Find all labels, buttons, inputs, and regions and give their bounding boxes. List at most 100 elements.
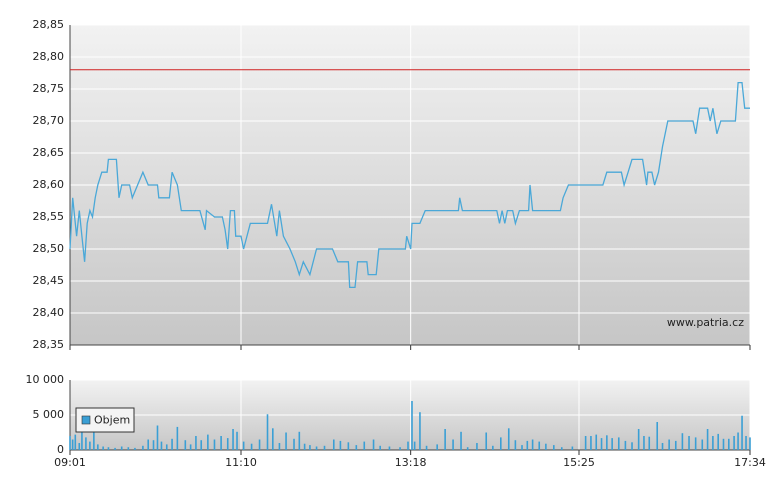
y-tick-label: 28,45 xyxy=(33,274,65,287)
volume-bar xyxy=(81,432,83,450)
volume-bar xyxy=(339,440,342,450)
volume-bar xyxy=(379,445,381,450)
volume-bar xyxy=(466,447,469,450)
volume-bar xyxy=(372,439,375,450)
volume-bar xyxy=(200,440,203,450)
volume-bar xyxy=(643,436,645,450)
volume-bar xyxy=(681,433,684,450)
volume-bar xyxy=(411,401,413,450)
x-tick-label: 17:34 xyxy=(734,456,766,469)
volume-bar xyxy=(156,425,159,450)
volume-bar xyxy=(571,446,574,450)
volume-bar xyxy=(600,438,603,450)
volume-bar xyxy=(97,444,99,450)
volume-bar xyxy=(363,441,366,450)
volume-bar xyxy=(176,426,179,450)
volume-bar xyxy=(637,429,640,450)
volume-bar xyxy=(298,431,301,450)
volume-bar xyxy=(531,439,534,450)
volume-bar xyxy=(694,437,697,450)
volume-bar xyxy=(648,436,651,450)
volume-bar xyxy=(232,429,234,450)
volume-bar xyxy=(69,436,71,450)
volume-bar xyxy=(444,429,446,450)
volume-bar xyxy=(413,441,416,450)
volume-bar xyxy=(184,440,187,450)
volume-bar xyxy=(419,412,421,450)
volume-bar xyxy=(595,434,598,450)
volume-bar xyxy=(526,440,529,450)
volume-bar xyxy=(452,439,454,450)
y-tick-label: 28,65 xyxy=(33,146,65,159)
volume-bar xyxy=(606,435,608,450)
volume-bar xyxy=(226,438,229,450)
volume-bar xyxy=(722,438,725,450)
volume-bar xyxy=(631,442,633,450)
volume-bar xyxy=(521,445,523,450)
price-line xyxy=(69,81,750,289)
volume-bar xyxy=(272,428,274,450)
volume-bar xyxy=(207,434,209,450)
volume-bar xyxy=(661,443,664,450)
volume-bar xyxy=(674,440,677,450)
volume-bar xyxy=(78,443,81,450)
volume-bar xyxy=(507,428,510,450)
volume-bar xyxy=(460,431,462,450)
y-tick-label: 28,85 xyxy=(33,18,65,31)
volume-bar xyxy=(617,437,620,450)
volume-bar xyxy=(220,436,222,450)
volume-bar xyxy=(584,436,587,450)
volume-bar xyxy=(142,445,144,450)
volume-bar xyxy=(71,439,74,450)
volume-bar xyxy=(436,444,438,450)
y-tick-label: 28,50 xyxy=(33,242,65,255)
x-tick-label: 09:01 xyxy=(54,456,86,469)
volume-bar xyxy=(152,440,155,450)
volume-bar xyxy=(656,422,659,450)
volume-bar xyxy=(717,433,719,450)
volume-bar xyxy=(74,434,77,450)
volume-bar xyxy=(134,447,136,450)
volume-bar xyxy=(749,437,751,450)
volume-bar xyxy=(309,445,311,450)
x-tick-label: 15:25 xyxy=(563,456,595,469)
volume-bar xyxy=(388,446,391,450)
x-tick-label: 11:10 xyxy=(225,456,257,469)
y-tick-label: 28,75 xyxy=(33,82,65,95)
volume-bar xyxy=(706,429,709,450)
y-tick-label: 28,60 xyxy=(33,178,65,191)
volume-bar xyxy=(688,436,690,450)
y-tick-label: 28,35 xyxy=(33,338,65,351)
volume-bar xyxy=(89,441,91,450)
volume-bar xyxy=(590,436,592,450)
volume-bar xyxy=(399,447,401,450)
volume-bar xyxy=(425,445,428,450)
volume-bar xyxy=(147,439,150,450)
volume-bar xyxy=(236,431,238,450)
volume-bar xyxy=(195,436,197,450)
volume-bar xyxy=(165,444,168,450)
volume-bar xyxy=(727,438,730,450)
volume-bar xyxy=(492,445,494,450)
volume-bar xyxy=(712,436,714,450)
volume-bar xyxy=(102,446,104,450)
volume-bar xyxy=(476,443,478,450)
volume-bar xyxy=(266,414,269,450)
volume-bar xyxy=(242,441,245,450)
volume-bar xyxy=(514,440,517,450)
legend-label: Objem xyxy=(94,414,130,427)
volume-bar xyxy=(668,439,670,450)
volume-bar xyxy=(347,442,350,450)
volume-bar xyxy=(611,438,613,450)
watermark: www.patria.cz xyxy=(667,316,744,329)
legend-swatch xyxy=(81,415,91,425)
volume-bar xyxy=(332,439,335,450)
volume-bar xyxy=(560,447,563,450)
volume-bar xyxy=(120,446,123,450)
y-tick-label: 5 000 xyxy=(33,408,65,421)
volume-bar xyxy=(127,447,130,450)
volume-bar xyxy=(285,432,287,450)
volume-bar xyxy=(355,445,358,450)
y-tick-label: 0 xyxy=(57,443,64,456)
